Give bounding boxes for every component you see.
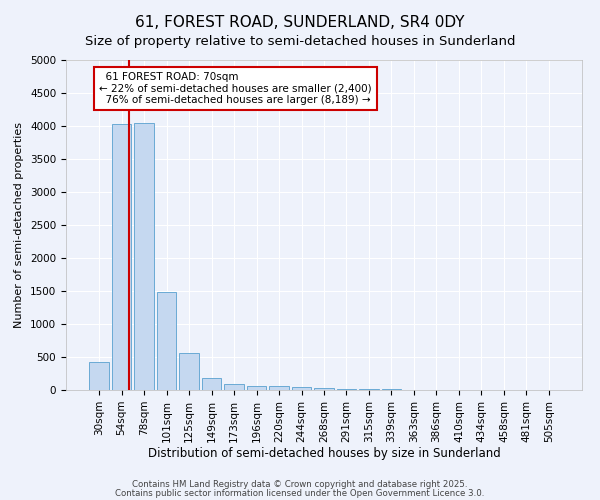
Bar	[202, 378, 221, 390]
Bar	[224, 384, 244, 390]
Bar	[112, 124, 131, 390]
Text: Contains public sector information licensed under the Open Government Licence 3.: Contains public sector information licen…	[115, 488, 485, 498]
Bar	[157, 292, 176, 390]
Bar	[89, 362, 109, 390]
Bar	[292, 386, 311, 390]
Bar	[269, 386, 289, 390]
Y-axis label: Number of semi-detached properties: Number of semi-detached properties	[14, 122, 25, 328]
Text: Size of property relative to semi-detached houses in Sunderland: Size of property relative to semi-detach…	[85, 35, 515, 48]
X-axis label: Distribution of semi-detached houses by size in Sunderland: Distribution of semi-detached houses by …	[148, 448, 500, 460]
Bar	[314, 388, 334, 390]
Text: 61 FOREST ROAD: 70sqm
← 22% of semi-detached houses are smaller (2,400)
  76% of: 61 FOREST ROAD: 70sqm ← 22% of semi-deta…	[99, 72, 372, 105]
Bar	[247, 386, 266, 390]
Bar	[134, 122, 154, 390]
Text: 61, FOREST ROAD, SUNDERLAND, SR4 0DY: 61, FOREST ROAD, SUNDERLAND, SR4 0DY	[135, 15, 465, 30]
Bar	[179, 353, 199, 390]
Bar	[337, 389, 356, 390]
Text: Contains HM Land Registry data © Crown copyright and database right 2025.: Contains HM Land Registry data © Crown c…	[132, 480, 468, 489]
